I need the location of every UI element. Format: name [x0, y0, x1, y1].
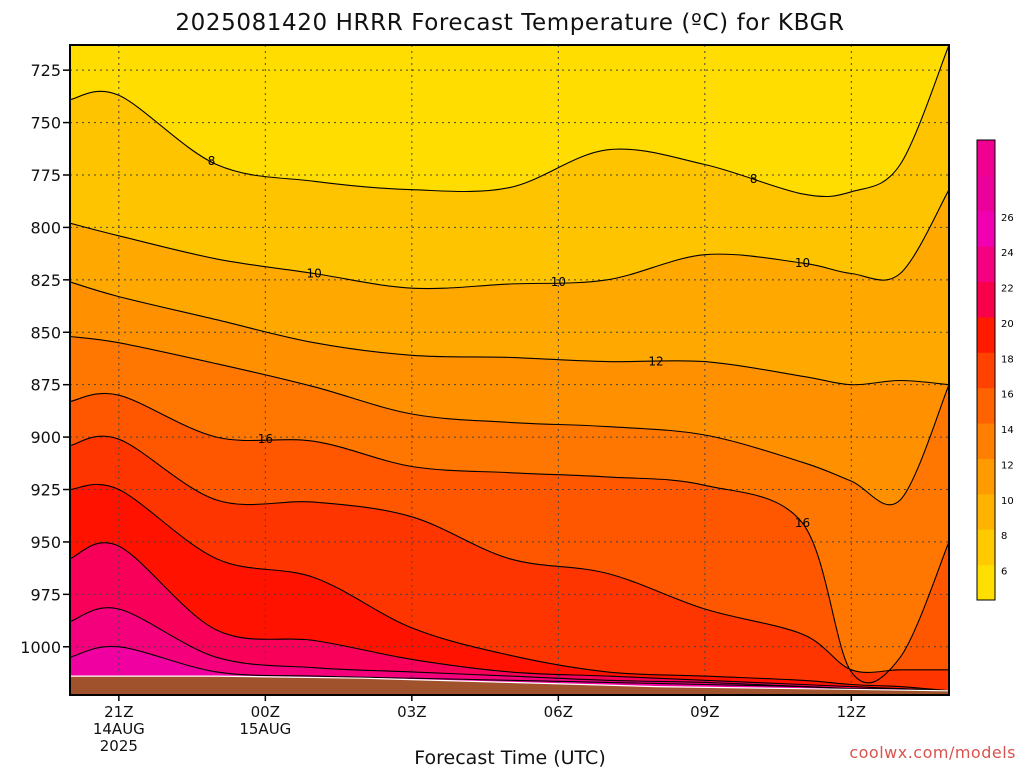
colorbar-swatch	[977, 140, 995, 176]
fill-band-22	[70, 542, 949, 695]
contour-22	[70, 542, 949, 692]
colorbar-swatch	[977, 564, 995, 601]
ground-surface	[70, 675, 949, 695]
colorbar-swatch	[977, 175, 995, 212]
colorbar-swatch	[977, 423, 995, 459]
temperature-fill-layer	[70, 45, 949, 695]
colorbar-swatch	[977, 210, 995, 247]
y-tick-label: 925	[30, 481, 61, 500]
colorbar-swatch	[977, 281, 995, 318]
contour-lines	[70, 45, 949, 692]
fill-band-24	[70, 607, 949, 695]
colorbar-swatch	[977, 352, 995, 389]
contour-label-10: 10	[551, 275, 566, 289]
colorbar-tick-label: 6	[1001, 567, 1007, 578]
contour-label-8: 8	[208, 154, 216, 168]
contour-label-16: 16	[795, 516, 810, 530]
contour-26	[70, 645, 949, 692]
x-tick-label: 00Z	[251, 703, 280, 721]
contour-label-10: 10	[795, 256, 810, 270]
x-tick-label: 12Z	[837, 703, 866, 721]
x-tick-label: 15AUG	[239, 720, 291, 738]
colorbar: 6 8 10 12 14 16 18 20 22 24 26	[976, 139, 1014, 601]
y-tick-label: 1000	[20, 638, 61, 657]
y-tick-label: 725	[30, 61, 61, 80]
contour-label-10: 10	[307, 267, 322, 281]
colorbar-tick-label: 22	[1001, 284, 1014, 295]
colorbar-swatch	[977, 246, 995, 283]
colorbar-tick-label: 18	[1001, 354, 1014, 365]
x-tick-label: 09Z	[690, 703, 719, 721]
x-tick-label: 14AUG	[93, 720, 145, 738]
colorbar-tick-label: 8	[1001, 531, 1007, 542]
y-tick-label: 850	[30, 323, 61, 342]
y-axis: 725 750 775 800 825 850 875 900 925 950 975 1000	[20, 61, 70, 657]
y-tick-label: 975	[30, 585, 61, 604]
colorbar-swatch	[977, 529, 995, 566]
x-tick-label: 21Z	[104, 703, 133, 721]
contour-labels: 8 8 10 10 10 12 16 16	[208, 154, 810, 530]
credit-link[interactable]: coolwx.com/models	[849, 743, 1016, 762]
colorbar-swatch	[977, 458, 995, 495]
plot-frame	[69, 44, 950, 696]
x-tick-label: 06Z	[544, 703, 573, 721]
colorbar-tick-label: 24	[1001, 248, 1014, 259]
contour-16	[70, 392, 949, 684]
colorbar-tick-label: 14	[1001, 425, 1014, 436]
colorbar-frame	[976, 139, 996, 601]
x-tick-label: 03Z	[397, 703, 426, 721]
gridlines	[70, 45, 949, 695]
x-axis-label: Forecast Time (UTC)	[414, 747, 605, 768]
contour-10	[70, 189, 949, 290]
y-tick-label: 875	[30, 376, 61, 395]
chart-title: 2025081420 HRRR Forecast Temperature (ºC…	[175, 10, 844, 36]
colorbar-tick-label: 12	[1001, 460, 1014, 471]
contour-20	[70, 483, 949, 692]
colorbar-swatch	[977, 387, 995, 424]
colorbar-tick-label: 20	[1001, 319, 1014, 330]
ground-layer	[70, 675, 949, 695]
contour-label-8: 8	[750, 172, 758, 186]
y-tick-label: 825	[30, 271, 61, 290]
y-tick-label: 750	[30, 114, 61, 133]
colorbar-tick-label: 10	[1001, 496, 1014, 507]
colorbar-tick-label: 16	[1001, 390, 1014, 401]
colorbar-swatch	[977, 316, 995, 353]
contour-14	[70, 335, 949, 506]
y-tick-label: 900	[30, 428, 61, 447]
colorbar-tick-label: 26	[1001, 213, 1014, 224]
y-tick-label: 800	[30, 218, 61, 237]
colorbar-swatch	[977, 493, 995, 530]
x-tick-label: 2025	[100, 737, 138, 755]
y-tick-label: 775	[30, 166, 61, 185]
contour-label-12: 12	[648, 355, 663, 369]
contour-label-16: 16	[258, 432, 273, 446]
contour-8	[70, 45, 949, 198]
y-tick-label: 950	[30, 533, 61, 552]
contour-12	[70, 281, 949, 386]
contour-18	[70, 435, 949, 673]
